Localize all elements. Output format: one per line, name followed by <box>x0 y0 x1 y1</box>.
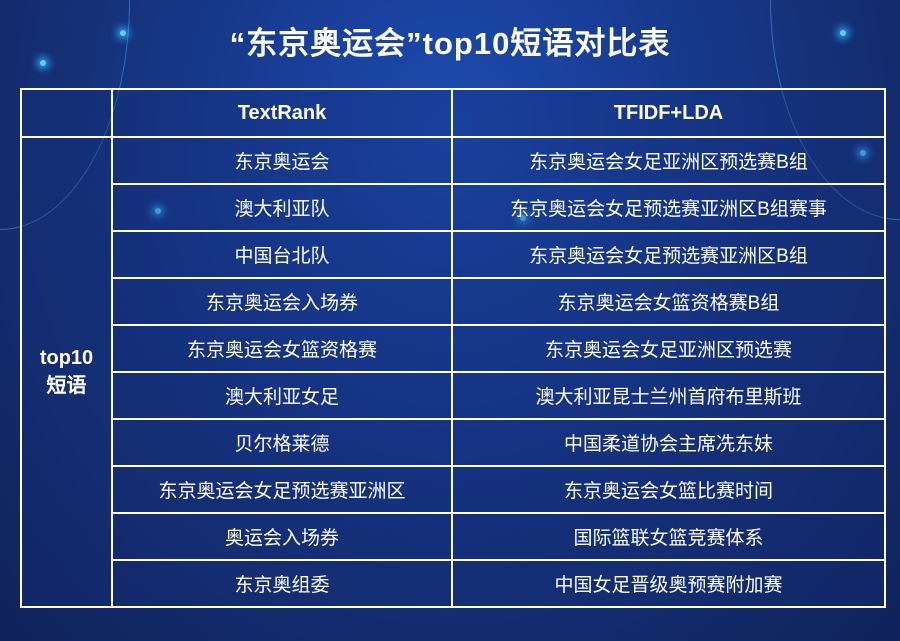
table-row: 东京奥运会女足预选赛亚洲区 东京奥运会女篮比赛时间 <box>21 465 886 514</box>
table-header-row: TextRank TFIDF+LDA <box>20 88 886 138</box>
tfidf-lda-cell: 东京奥运会女足亚洲区预选赛 <box>451 324 886 373</box>
table-row: 中国台北队 东京奥运会女足预选赛亚洲区B组 <box>21 230 886 279</box>
row-group-label-line2: 短语 <box>46 375 87 397</box>
tfidf-lda-cell: 澳大利亚昆士兰州首府布里斯班 <box>451 371 886 420</box>
tfidf-lda-cell: 东京奥运会女足预选赛亚洲区B组赛事 <box>451 183 886 232</box>
page-title: “东京奥运会”top10短语对比表 <box>229 26 671 61</box>
decor-dot <box>840 30 846 36</box>
comparison-table: TextRank TFIDF+LDA top10 短语 东京奥运会 东京奥运会女足亚洲… <box>20 88 886 608</box>
header-empty <box>20 88 113 138</box>
textrank-cell: 奥运会入场券 <box>111 512 453 561</box>
textrank-cell: 东京奥运会入场券 <box>111 277 453 326</box>
table-row: 东京奥运会入场券 东京奥运会女篮资格赛B组 <box>21 277 886 326</box>
decor-dot <box>120 30 126 36</box>
table-row: 东京奥组委 中国女足晋级奥预赛附加赛 <box>21 559 886 608</box>
tfidf-lda-cell: 东京奥运会女篮资格赛B组 <box>451 277 886 326</box>
row-group-label: top10 短语 <box>20 136 113 608</box>
table-row: 澳大利亚女足 澳大利亚昆士兰州首府布里斯班 <box>21 371 886 420</box>
textrank-cell: 东京奥运会女篮资格赛 <box>111 324 453 373</box>
textrank-cell: 东京奥组委 <box>111 559 453 608</box>
tfidf-lda-cell: 东京奥运会女足预选赛亚洲区B组 <box>451 230 886 279</box>
header-tfidf-lda: TFIDF+LDA <box>451 88 886 138</box>
header-textrank: TextRank <box>111 88 453 138</box>
table-row: 贝尔格莱德 中国柔道协会主席冼东妹 <box>21 418 886 467</box>
row-group-label-line1: top10 <box>39 347 94 369</box>
textrank-cell: 中国台北队 <box>111 230 453 279</box>
tfidf-lda-cell: 中国女足晋级奥预赛附加赛 <box>451 559 886 608</box>
table-row: top10 短语 东京奥运会 东京奥运会女足亚洲区预选赛B组 <box>20 136 886 608</box>
table-row: 奥运会入场券 国际篮联女篮竞赛体系 <box>21 512 886 561</box>
tfidf-lda-cell: 东京奥运会女篮比赛时间 <box>451 465 886 514</box>
table-row: 澳大利亚队 东京奥运会女足预选赛亚洲区B组赛事 <box>21 183 886 232</box>
textrank-cell: 澳大利亚队 <box>111 183 453 232</box>
tfidf-lda-cell: 东京奥运会女足亚洲区预选赛B组 <box>451 136 886 185</box>
textrank-cell: 贝尔格莱德 <box>111 418 453 467</box>
decor-dot <box>40 60 46 66</box>
table-row: 东京奥运会女篮资格赛 东京奥运会女足亚洲区预选赛 <box>21 324 886 373</box>
textrank-cell: 东京奥运会 <box>111 136 453 185</box>
textrank-cell: 东京奥运会女足预选赛亚洲区 <box>111 465 453 514</box>
textrank-cell: 澳大利亚女足 <box>111 371 453 420</box>
tfidf-lda-cell: 中国柔道协会主席冼东妹 <box>451 418 886 467</box>
tfidf-lda-cell: 国际篮联女篮竞赛体系 <box>451 512 886 561</box>
